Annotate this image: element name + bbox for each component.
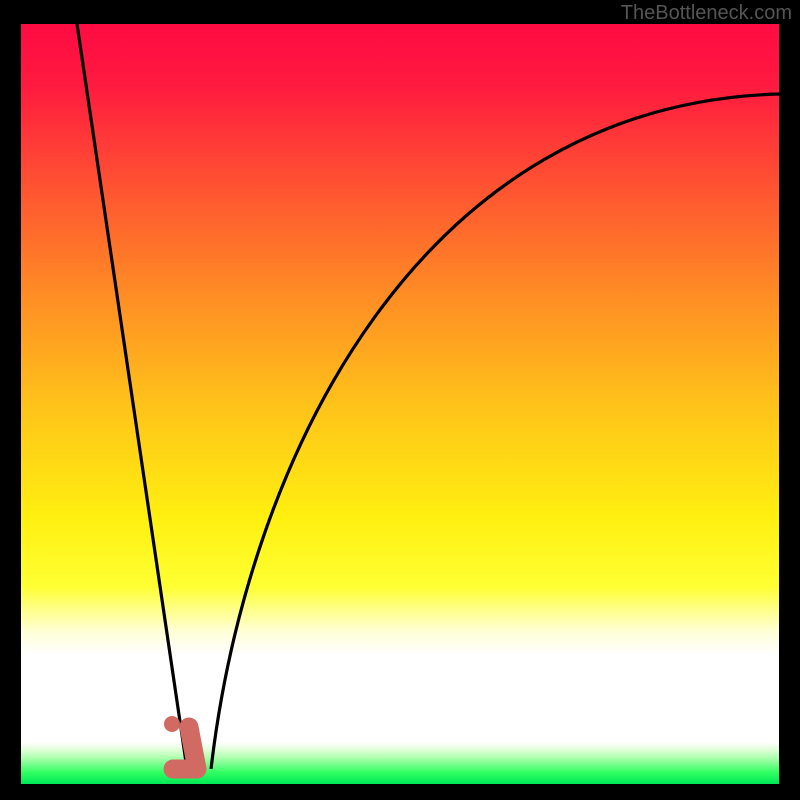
marker-hook-icon bbox=[173, 727, 197, 769]
marker-dot-icon bbox=[164, 716, 180, 732]
chart-plot-area bbox=[21, 24, 779, 784]
chart-curves-layer bbox=[21, 24, 779, 784]
curve-left-line bbox=[77, 24, 187, 769]
curve-right-asymptote bbox=[211, 94, 779, 769]
watermark-text: TheBottleneck.com bbox=[621, 2, 792, 25]
